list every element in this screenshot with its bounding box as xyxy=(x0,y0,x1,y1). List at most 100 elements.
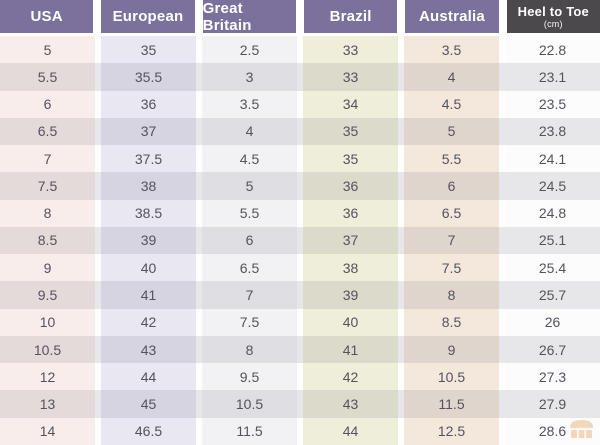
table-cell-european: 35.5 xyxy=(101,63,196,91)
table-row: 12 44 9.5 42 10.5 27.3 xyxy=(0,363,600,391)
table-cell-european: 46.5 xyxy=(101,417,196,445)
table-cell-great-britain: 5 xyxy=(202,172,297,200)
table-cell-brazil: 36 xyxy=(303,199,398,227)
table-cell-usa: 7 xyxy=(0,145,95,173)
table-cell-heel-to-toe: 25.7 xyxy=(505,281,600,309)
table-cell-brazil: 44 xyxy=(303,417,398,445)
column-header-great-britain: Great Britain xyxy=(202,0,296,34)
table-cell-heel-to-toe: 25.4 xyxy=(505,254,600,282)
table-cell-great-britain: 8 xyxy=(202,335,297,364)
table-cell-heel-to-toe: 24.5 xyxy=(505,172,600,200)
table-cell-brazil: 38 xyxy=(303,254,398,282)
table-cell-great-britain: 11.5 xyxy=(202,417,297,445)
table-cell-european: 40 xyxy=(101,254,196,282)
table-cell-great-britain: 3.5 xyxy=(202,90,297,118)
table-cell-usa: 9.5 xyxy=(0,281,95,309)
table-cell-european: 35 xyxy=(101,36,196,64)
table-cell-usa: 10.5 xyxy=(0,335,95,364)
table-cell-brazil: 39 xyxy=(303,281,398,309)
table-cell-european: 39 xyxy=(101,226,196,255)
table-cell-usa: 12 xyxy=(0,363,95,391)
table-cell-australia: 9 xyxy=(404,335,499,364)
table-row: 7 37.5 4.5 35 5.5 24.1 xyxy=(0,145,600,173)
table-cell-australia: 6.5 xyxy=(404,199,499,227)
table-cell-brazil: 42 xyxy=(303,363,398,391)
table-cell-usa: 6 xyxy=(0,90,95,118)
table-cell-european: 43 xyxy=(101,335,196,364)
table-cell-european: 42 xyxy=(101,308,196,336)
table-cell-heel-to-toe: 23.5 xyxy=(505,90,600,118)
table-cell-heel-to-toe: 24.8 xyxy=(505,199,600,227)
table-cell-great-britain: 9.5 xyxy=(202,363,297,391)
table-cell-brazil: 33 xyxy=(303,63,398,91)
table-cell-usa: 5.5 xyxy=(0,63,95,91)
table-cell-great-britain: 2.5 xyxy=(202,36,297,64)
table-cell-australia: 7.5 xyxy=(404,254,499,282)
table-cell-usa: 10 xyxy=(0,308,95,336)
table-cell-brazil: 34 xyxy=(303,90,398,118)
table-row: 8 38.5 5.5 36 6.5 24.8 xyxy=(0,199,600,227)
table-cell-heel-to-toe: 22.8 xyxy=(505,36,600,64)
table-cell-heel-to-toe: 23.1 xyxy=(505,63,600,91)
table-cell-european: 38 xyxy=(101,172,196,200)
table-cell-australia: 7 xyxy=(404,226,499,255)
table-row: 7.5 38 5 36 6 24.5 xyxy=(0,172,600,200)
table-row: 10.5 43 8 41 9 26.7 xyxy=(0,335,600,364)
table-cell-heel-to-toe: 24.1 xyxy=(505,145,600,173)
table-cell-brazil: 40 xyxy=(303,308,398,336)
table-cell-great-britain: 5.5 xyxy=(202,199,297,227)
table-cell-heel-to-toe: 25.1 xyxy=(505,226,600,255)
table-row: 13 45 10.5 43 11.5 27.9 xyxy=(0,390,600,418)
table-cell-heel-to-toe: 27.3 xyxy=(505,363,600,391)
column-header-usa: USA xyxy=(0,0,94,33)
table-cell-australia: 12.5 xyxy=(404,417,499,445)
table-cell-australia: 5 xyxy=(404,117,499,146)
table-cell-brazil: 43 xyxy=(303,390,398,418)
table-cell-australia: 5.5 xyxy=(404,145,499,173)
table-cell-brazil: 41 xyxy=(303,335,398,364)
table-row: 10 42 7.5 40 8.5 26 xyxy=(0,308,600,336)
table-cell-australia: 8.5 xyxy=(404,308,499,336)
table-cell-brazil: 37 xyxy=(303,226,398,255)
table-cell-european: 44 xyxy=(101,363,196,391)
table-cell-european: 41 xyxy=(101,281,196,309)
column-header-heel-to-toe: Heel to Toe (cm) xyxy=(506,0,600,33)
table-row: 8.5 39 6 37 7 25.1 xyxy=(0,226,600,255)
table-cell-heel-to-toe: 27.9 xyxy=(505,390,600,418)
table-row: 9.5 41 7 39 8 25.7 xyxy=(0,281,600,309)
table-cell-australia: 4.5 xyxy=(404,90,499,118)
table-cell-european: 36 xyxy=(101,90,196,118)
table-header-row: USA European Great Britain Brazil Austra… xyxy=(0,0,600,34)
table-row: 9 40 6.5 38 7.5 25.4 xyxy=(0,254,600,282)
table-row: 5 35 2.5 33 3.5 22.8 xyxy=(0,36,600,64)
table-body: 5 35 2.5 33 3.5 22.8 5.5 35.5 3 33 4 23.… xyxy=(0,36,600,445)
table-cell-heel-to-toe: 26.7 xyxy=(505,335,600,364)
column-header-heel-to-toe-unit: (cm) xyxy=(543,18,563,29)
table-cell-great-britain: 7 xyxy=(202,281,297,309)
table-cell-heel-to-toe: 28.6 xyxy=(505,417,600,445)
table-row: 14 46.5 11.5 44 12.5 28.6 xyxy=(0,417,600,445)
table-cell-usa: 9 xyxy=(0,254,95,282)
table-cell-australia: 6 xyxy=(404,172,499,200)
table-cell-great-britain: 6 xyxy=(202,226,297,255)
table-cell-heel-to-toe: 23.8 xyxy=(505,117,600,146)
table-cell-great-britain: 7.5 xyxy=(202,308,297,336)
table-cell-brazil: 35 xyxy=(303,145,398,173)
table-cell-european: 37.5 xyxy=(101,145,196,173)
table-cell-usa: 6.5 xyxy=(0,117,95,146)
column-header-australia: Australia xyxy=(405,0,499,33)
table-cell-european: 38.5 xyxy=(101,199,196,227)
table-cell-australia: 11.5 xyxy=(404,390,499,418)
table-cell-great-britain: 6.5 xyxy=(202,254,297,282)
table-cell-brazil: 36 xyxy=(303,172,398,200)
table-cell-brazil: 33 xyxy=(303,36,398,64)
table-cell-european: 37 xyxy=(101,117,196,146)
table-cell-great-britain: 4.5 xyxy=(202,145,297,173)
table-cell-usa: 13 xyxy=(0,390,95,418)
column-header-european: European xyxy=(101,0,195,33)
table-cell-usa: 14 xyxy=(0,417,95,445)
table-cell-usa: 8 xyxy=(0,199,95,227)
table-cell-australia: 8 xyxy=(404,281,499,309)
table-cell-australia: 10.5 xyxy=(404,363,499,391)
